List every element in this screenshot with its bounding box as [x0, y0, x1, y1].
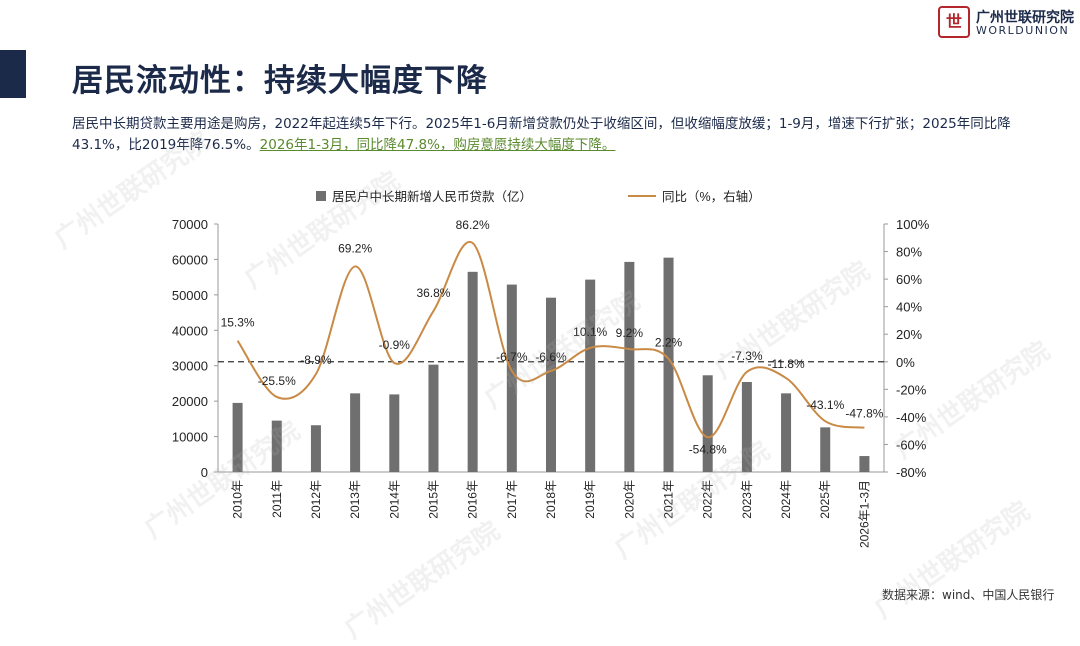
bar — [506, 284, 517, 472]
data-source: 数据来源：wind、中国人民银行 — [882, 588, 1055, 602]
left-tick-label: 70000 — [172, 217, 208, 232]
x-tick-label: 2015年 — [426, 480, 440, 519]
x-tick-label: 2017年 — [505, 480, 519, 519]
line-data-label: 69.2% — [338, 241, 372, 255]
x-tick-label: 2020年 — [622, 480, 636, 519]
logo: 世 广州世联研究院 WORLDUNION — [938, 6, 1078, 40]
line-data-label: 10.1% — [573, 325, 607, 339]
left-tick-label: 10000 — [172, 430, 208, 445]
page-title: 居民流动性：持续大幅度下降 — [72, 63, 488, 99]
line-data-label: -8.9% — [300, 353, 332, 367]
accent-bar — [0, 50, 26, 98]
logo-cn-text: 广州世联研究院 — [976, 10, 1074, 26]
bar — [546, 297, 556, 472]
x-tick-label: 2018年 — [544, 480, 558, 519]
left-tick-label: 0 — [201, 465, 208, 480]
x-tick-label: 2019年 — [583, 480, 597, 519]
legend-line-label: 同比（%，右轴） — [662, 189, 761, 204]
line-data-label: 15.3% — [221, 316, 255, 330]
x-tick-label: 2011年 — [270, 480, 284, 518]
line-data-label: -0.9% — [379, 338, 411, 352]
bar — [350, 393, 361, 472]
bar — [741, 382, 752, 472]
bar — [781, 393, 792, 472]
left-tick-label: 30000 — [172, 359, 208, 374]
right-tick-label: -60% — [896, 437, 927, 452]
line-data-label: -6.7% — [496, 350, 528, 364]
line-data-label: 2.2% — [655, 336, 683, 350]
yoy-line — [236, 240, 865, 439]
right-tick-label: -40% — [896, 410, 927, 425]
line-data-label: 36.8% — [416, 286, 450, 300]
left-tick-label: 60000 — [172, 252, 208, 267]
bar — [859, 456, 870, 472]
legend-bar-label: 居民户中长期新增人民币贷款（亿） — [332, 189, 532, 204]
right-tick-label: 60% — [896, 272, 922, 287]
x-tick-label: 2025年 — [818, 480, 832, 519]
bar — [232, 402, 243, 472]
legend-bar-swatch — [316, 191, 326, 201]
right-tick-label: 80% — [896, 245, 922, 260]
left-tick-label: 50000 — [172, 288, 208, 303]
bar — [702, 375, 713, 472]
description-highlight: 2026年1-3月，同比降47.8%，购房意愿持续大幅度下降。 — [259, 137, 616, 153]
right-tick-label: 20% — [896, 327, 922, 342]
page-description: 居民中长期贷款主要用途是购房，2022年起连续5年下行。2025年1-6月新增贷… — [72, 114, 1022, 156]
line-data-label: -7.3% — [731, 349, 763, 363]
x-tick-label: 2022年 — [701, 480, 715, 519]
x-tick-label: 2014年 — [387, 480, 401, 519]
x-tick-label: 2013年 — [348, 480, 362, 519]
left-tick-label: 40000 — [172, 323, 208, 338]
bar — [624, 261, 635, 472]
line-data-label: 9.2% — [616, 326, 644, 340]
x-tick-label: 2021年 — [662, 480, 676, 519]
bar — [389, 394, 400, 472]
x-tick-label: 2024年 — [779, 480, 793, 519]
line-data-label: -43.1% — [806, 398, 844, 412]
right-tick-label: 40% — [896, 300, 922, 315]
x-tick-label: 2010年 — [231, 480, 245, 519]
left-tick-label: 20000 — [172, 394, 208, 409]
bar — [271, 420, 282, 472]
logo-mark-icon: 世 — [938, 6, 970, 38]
right-tick-label: 0% — [896, 355, 915, 370]
x-tick-label: 2023年 — [740, 480, 754, 519]
right-tick-label: 100% — [896, 217, 930, 232]
x-tick-label: 2026年1-3月 — [857, 480, 871, 548]
line-data-label: -6.6% — [535, 350, 567, 364]
line-data-label: -25.5% — [258, 374, 296, 388]
description-main: 居民中长期贷款主要用途是购房，2022年起连续5年下行。2025年1-6月新增贷… — [72, 116, 1011, 153]
bar — [585, 279, 596, 472]
right-tick-label: -80% — [896, 465, 927, 480]
line-data-label: -54.8% — [689, 442, 727, 456]
x-tick-label: 2012年 — [309, 480, 323, 519]
line-data-label: -47.8% — [845, 407, 883, 421]
bar — [663, 257, 674, 472]
x-tick-label: 2016年 — [466, 480, 480, 519]
line-data-label: -11.8% — [767, 357, 804, 371]
bar — [820, 427, 831, 472]
chart: 0 10000 20000 30000 40000 50000 60000 70000 -80%… — [172, 189, 930, 548]
logo-en-text: WORLDUNION — [976, 24, 1070, 37]
line-data-label: 86.2% — [456, 218, 490, 232]
bar — [428, 364, 439, 472]
right-tick-label: -20% — [896, 382, 927, 397]
bar — [467, 271, 478, 472]
bar — [310, 425, 321, 472]
